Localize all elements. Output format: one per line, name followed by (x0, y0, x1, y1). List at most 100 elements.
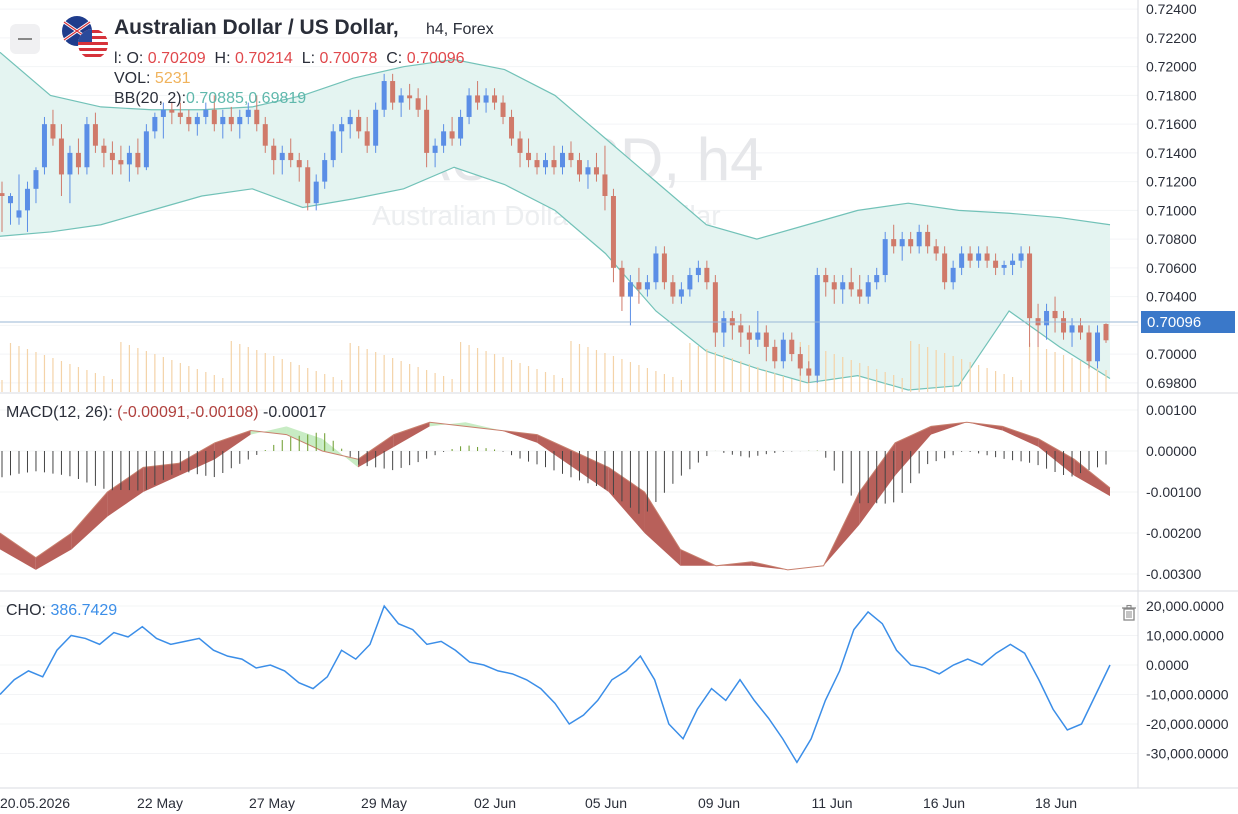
candle-body (50, 124, 56, 139)
candle-body (186, 116, 192, 125)
macd-fill-segment (286, 426, 323, 451)
candle-body (942, 253, 948, 283)
price-tick-label: 0.71600 (1146, 116, 1197, 132)
time-tick-label: 29 May (361, 795, 407, 811)
close-value: 0.70096 (406, 50, 465, 67)
candle-body (381, 81, 387, 110)
candle-body (288, 152, 294, 161)
candle-body (407, 95, 413, 99)
candle-body (271, 145, 277, 161)
macd-fill-segment (250, 426, 287, 435)
candle-body (492, 95, 498, 103)
high-value: 0.70214 (234, 50, 293, 67)
time-tick-label: 20.05.2026 (0, 795, 70, 811)
open-value: 0.70209 (147, 50, 206, 67)
candle-body (33, 170, 39, 189)
trash-icon[interactable] (1120, 604, 1138, 622)
volume-value: 5231 (154, 70, 191, 87)
candle-body (755, 332, 761, 340)
candle-body (959, 253, 965, 268)
candle-body (1010, 260, 1016, 265)
candle-body (721, 318, 727, 333)
candle-body (891, 239, 897, 247)
close-label: C: (386, 50, 403, 67)
collapse-button[interactable] (10, 24, 40, 54)
price-tick-label: 0.70000 (1146, 346, 1197, 362)
price-tick-label: 0.70600 (1146, 260, 1197, 276)
candle-body (194, 116, 200, 125)
candle-body (1078, 325, 1084, 333)
candle-body (339, 124, 345, 132)
cho-label: CHO: (6, 602, 46, 619)
macd-fill-segment (608, 467, 645, 533)
time-tick-label: 05 Jun (585, 795, 627, 811)
time-tick-label: 02 Jun (474, 795, 516, 811)
candle-body (976, 253, 982, 261)
candle-body (126, 152, 132, 165)
macd-tick-label: -0.00200 (1146, 525, 1201, 541)
candle-body (160, 109, 166, 117)
cho-tick-label: -10,000.0000 (1146, 687, 1229, 703)
candle-body (1069, 325, 1075, 333)
macd-label: MACD(12, 26): (6, 404, 113, 421)
macd-fill-segment (107, 467, 144, 517)
candle-body (1027, 253, 1033, 319)
candle-body (67, 152, 73, 175)
macd-fill-segment (35, 533, 72, 570)
candle-body (908, 239, 914, 247)
cho-readout: CHO: 386.7429 (6, 602, 117, 620)
price-tick-label: 0.71800 (1146, 87, 1197, 103)
macd-fill-segment (966, 422, 1003, 431)
candle-body (661, 253, 667, 283)
candle-body (228, 116, 234, 125)
candle-body (101, 145, 107, 153)
candle-body (458, 116, 464, 139)
price-axes: 0.72400 0.72200 0.72000 0.71800 0.71600 0.714… (1146, 1, 1229, 761)
candle-body (364, 131, 370, 146)
cho-tick-label: 0.0000 (1146, 657, 1189, 673)
candle-body (41, 124, 47, 168)
bb-label: BB(20, 2): (114, 90, 187, 107)
current-price-text: 0.70096 (1147, 314, 1201, 331)
macd-fill-segment (214, 430, 251, 460)
panel-dividers[interactable] (0, 0, 1238, 789)
cho-tick-label: 20,000.0000 (1146, 598, 1224, 614)
volume-readout: VOL: 5231 (114, 70, 191, 88)
candle-body (559, 152, 565, 168)
bb-fill (0, 52, 1110, 390)
candle-body (24, 188, 30, 211)
candle-body (627, 282, 633, 297)
current-price-box (1141, 311, 1235, 333)
candle-body (534, 160, 540, 168)
candle-body (967, 253, 973, 261)
current-price-marker: 0.70096 (0, 311, 1235, 333)
candle-body (1061, 318, 1067, 333)
macd-fill-segment (0, 533, 36, 570)
macd-fill-segment (859, 442, 896, 525)
candle-body (543, 160, 549, 168)
candle-body (772, 346, 778, 362)
macd-fill-segment (1074, 459, 1110, 497)
candle-body (712, 282, 718, 333)
price-tick-label: 0.71000 (1146, 202, 1197, 218)
macd-tick-label: 0.00100 (1146, 402, 1197, 418)
time-tick-label: 16 Jun (923, 795, 965, 811)
candle-body (1044, 310, 1050, 326)
macd-fill-segment (465, 422, 502, 431)
macd-values: (-0.00091,-0.00108) (117, 404, 259, 421)
candle-body (262, 124, 268, 146)
market-label: Forex (452, 21, 494, 38)
candlesticks[interactable] (0, 73, 1109, 383)
price-tick-label: 0.72200 (1146, 30, 1197, 46)
candle-body (865, 282, 871, 297)
candle-body (823, 275, 829, 283)
macd-tick-label: -0.00100 (1146, 484, 1201, 500)
time-axis: 20.05.2026 22 May 27 May 29 May 02 Jun 05 Jun… (0, 795, 1077, 811)
candle-body (993, 260, 999, 268)
macd-fill-segment (644, 492, 681, 566)
candle-body (373, 109, 379, 146)
candle-body (449, 131, 455, 139)
candle-body (806, 368, 812, 376)
macd-fill-segment (1002, 426, 1039, 447)
